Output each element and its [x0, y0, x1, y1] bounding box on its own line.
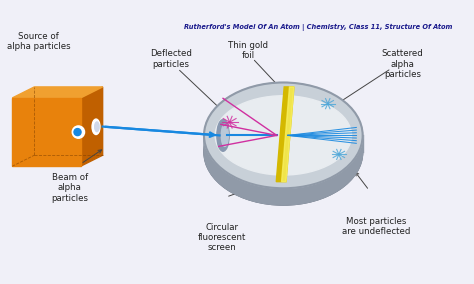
Polygon shape — [81, 87, 103, 166]
Text: Beam of
alpha
particles: Beam of alpha particles — [51, 173, 88, 203]
Circle shape — [74, 129, 81, 135]
Polygon shape — [12, 98, 81, 166]
Text: Rutherford's Model Of An Atom | Chemistry, Class 11, Structure Of Atom: Rutherford's Model Of An Atom | Chemistr… — [184, 24, 453, 32]
Ellipse shape — [92, 119, 100, 135]
Ellipse shape — [204, 83, 363, 188]
Polygon shape — [204, 135, 363, 205]
Text: Scattered
alpha
particles: Scattered alpha particles — [382, 49, 423, 79]
Ellipse shape — [95, 122, 99, 132]
Ellipse shape — [215, 96, 352, 175]
Ellipse shape — [221, 124, 228, 147]
Polygon shape — [12, 87, 103, 98]
Text: Deflected
particles: Deflected particles — [150, 49, 192, 69]
Text: Circular
fluorescent
screen: Circular fluorescent screen — [198, 223, 246, 252]
Text: Thin gold
foil: Thin gold foil — [228, 41, 268, 60]
Ellipse shape — [217, 120, 229, 151]
Text: Source of
alpha particles: Source of alpha particles — [7, 32, 71, 51]
Polygon shape — [276, 87, 294, 182]
Ellipse shape — [204, 99, 363, 205]
Polygon shape — [282, 87, 294, 182]
Text: Most particles
are undeflected: Most particles are undeflected — [342, 217, 410, 236]
Circle shape — [72, 126, 84, 138]
